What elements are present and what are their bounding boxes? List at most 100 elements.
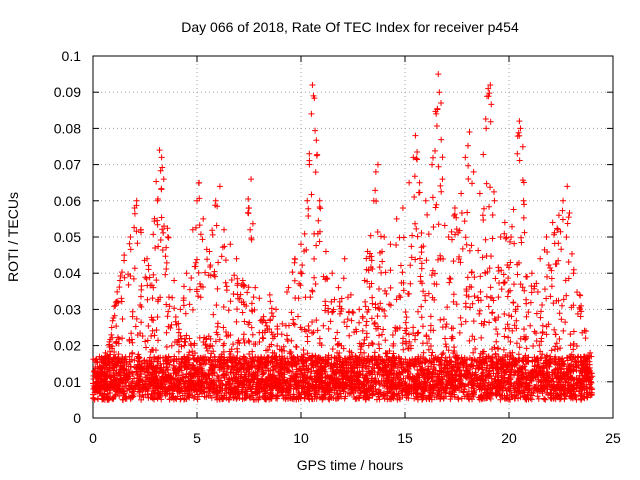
data-point — [234, 345, 241, 352]
data-point — [447, 275, 454, 282]
data-point — [195, 180, 202, 187]
data-point — [376, 380, 383, 387]
data-point — [137, 293, 144, 300]
data-point — [196, 280, 203, 287]
data-point — [459, 245, 466, 252]
data-point — [416, 189, 423, 196]
data-point — [143, 344, 150, 351]
data-point — [502, 325, 509, 332]
data-point — [342, 393, 349, 400]
data-point — [539, 322, 546, 329]
data-point — [320, 322, 327, 329]
data-point — [121, 257, 128, 264]
data-point — [505, 312, 512, 319]
data-point — [234, 391, 241, 398]
data-point — [180, 302, 187, 309]
data-point — [225, 332, 232, 339]
data-point — [399, 205, 406, 212]
data-point — [186, 335, 193, 342]
data-point — [180, 297, 187, 304]
data-point — [297, 269, 304, 276]
y-tick-label: 0.04 — [54, 265, 81, 281]
data-point — [545, 321, 552, 328]
data-point — [482, 236, 489, 243]
data-point — [559, 302, 566, 309]
data-point — [531, 354, 538, 361]
data-point — [564, 357, 571, 364]
data-point — [249, 220, 256, 227]
data-point — [177, 306, 184, 313]
data-point — [144, 296, 151, 303]
data-point — [160, 229, 167, 236]
data-point — [516, 157, 523, 164]
data-point — [163, 329, 170, 336]
data-point — [209, 231, 216, 238]
data-point — [158, 185, 165, 192]
data-point — [119, 335, 126, 342]
data-point — [148, 333, 155, 340]
data-point — [234, 275, 241, 282]
data-point — [464, 274, 471, 281]
data-point — [513, 391, 520, 398]
data-point — [207, 262, 214, 269]
data-point — [498, 286, 505, 293]
data-point — [574, 310, 581, 317]
data-point — [369, 371, 376, 378]
data-point — [376, 396, 383, 403]
data-point — [439, 176, 446, 183]
data-point — [341, 255, 348, 262]
data-point — [113, 299, 120, 306]
data-point — [507, 259, 514, 266]
data-point — [316, 197, 323, 204]
data-point — [382, 269, 389, 276]
data-point — [366, 394, 373, 401]
data-point — [372, 168, 379, 175]
data-point — [375, 304, 382, 311]
data-point — [418, 303, 425, 310]
data-point — [274, 342, 281, 349]
data-point — [138, 282, 145, 289]
data-point — [408, 243, 415, 250]
data-point — [577, 313, 584, 320]
data-point — [515, 129, 522, 136]
data-point — [127, 246, 134, 253]
data-point — [397, 294, 404, 301]
data-point — [474, 294, 481, 301]
data-point — [197, 231, 204, 238]
data-point — [402, 309, 409, 316]
data-point — [131, 357, 138, 364]
data-point — [163, 266, 170, 273]
data-point — [519, 177, 526, 184]
data-point — [288, 349, 295, 356]
data-point — [444, 304, 451, 311]
data-point — [425, 231, 432, 238]
data-point — [406, 290, 413, 297]
data-point — [293, 343, 300, 350]
data-point — [371, 349, 378, 356]
data-point — [468, 242, 475, 249]
data-point — [407, 262, 414, 269]
data-point — [111, 349, 118, 356]
y-tick-label: 0.03 — [54, 301, 81, 317]
data-point — [439, 154, 446, 161]
data-point — [249, 348, 256, 355]
data-point — [233, 395, 240, 402]
data-point — [372, 301, 379, 308]
data-point — [192, 393, 199, 400]
data-point — [369, 294, 376, 301]
data-point — [109, 334, 116, 341]
data-point — [438, 100, 445, 107]
data-point — [304, 333, 311, 340]
data-point — [539, 302, 546, 309]
data-point — [169, 294, 176, 301]
data-point — [151, 332, 158, 339]
data-point — [212, 338, 219, 345]
data-point — [387, 241, 394, 248]
data-point — [414, 233, 421, 240]
data-point — [418, 314, 425, 321]
data-point — [315, 354, 322, 361]
data-point — [314, 151, 321, 158]
data-point — [171, 356, 178, 363]
data-point — [400, 287, 407, 294]
data-point — [405, 331, 412, 338]
